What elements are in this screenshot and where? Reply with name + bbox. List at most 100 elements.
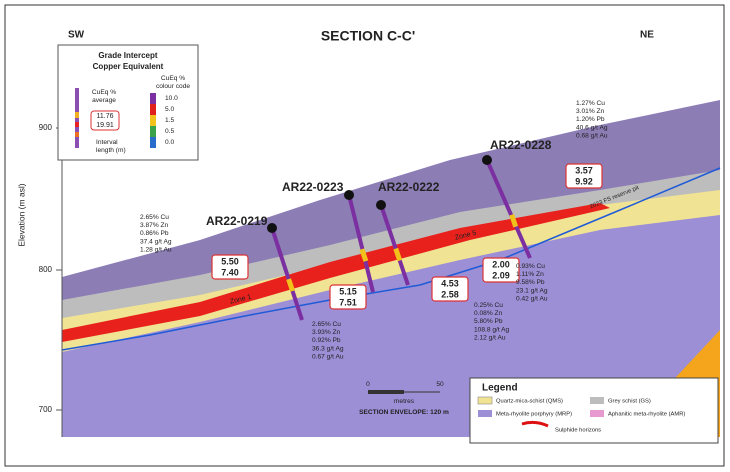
intercept-box	[211, 254, 249, 280]
scale-bar	[368, 390, 404, 394]
legend-title: Legend	[482, 383, 518, 394]
collar	[267, 223, 277, 233]
assay-line: 37.4 g/t Ag	[140, 238, 172, 245]
intercept-average: 5.15	[339, 286, 357, 296]
assay-line: 23.1 g/t Ag	[516, 287, 548, 294]
colour-code-label: 0.0	[165, 139, 174, 146]
inset-title: Grade Intercept	[98, 51, 157, 60]
assay-line: 2.12 g/t Au	[474, 335, 506, 342]
intercept-length: 7.40	[221, 267, 239, 277]
assay-line: 1.28 g/t Au	[140, 247, 172, 254]
assay-line: 0.93% Cu	[516, 263, 545, 270]
intercept-length: 2.09	[492, 270, 510, 280]
y-tick-label: 800	[39, 265, 53, 274]
direction-label: SW	[68, 30, 85, 41]
inset-note: colour code	[156, 83, 190, 90]
colour-code-label: 0.5	[165, 128, 174, 135]
legend-swatch	[478, 410, 492, 417]
assay-line: 9.58% Pb	[516, 279, 545, 286]
legend-item: Quartz-mica-schist (QMS)	[496, 399, 563, 405]
y-tick-label: 700	[39, 405, 53, 414]
inset-note: CuEq %	[161, 75, 185, 82]
intercept-average: 2.00	[492, 259, 510, 269]
intercept-average: 5.50	[221, 256, 239, 266]
hole-label: AR22-0219	[206, 214, 268, 228]
assay-line: 3.93% Zn	[312, 329, 341, 336]
legend-swatch	[590, 397, 604, 404]
hole-intercept	[393, 247, 403, 262]
sky-upper	[62, 100, 720, 277]
hole-label: AR22-0222	[378, 180, 440, 194]
intercept-average: 3.57	[575, 165, 593, 175]
drill-hole	[379, 204, 410, 286]
assay-line: 0.86% Pb	[140, 230, 169, 237]
collar	[482, 155, 492, 165]
sample-box	[90, 110, 120, 131]
assay-line: 1.27% Cu	[576, 100, 605, 107]
axis-label: Elevation (m asl)	[16, 183, 26, 246]
inset-title: Copper Equivalent	[93, 62, 164, 71]
sample-interval	[75, 122, 79, 127]
colour-code-label: 1.5	[165, 117, 174, 124]
intercept-box	[431, 276, 469, 302]
scale-label: metres	[394, 398, 415, 405]
drill-hole	[485, 159, 532, 259]
hole-label: AR22-0223	[282, 180, 344, 194]
assay-line: 0.42 g/t Au	[516, 296, 548, 303]
assay-line: 3.87% Zn	[140, 222, 169, 229]
hole-intercept	[359, 248, 369, 262]
collar	[344, 190, 354, 200]
colour-swatch	[150, 104, 156, 115]
colour-code-label: 10.0	[165, 95, 178, 102]
legend-item: Meta-rhyolite porphyry (MRP)	[496, 412, 572, 418]
inset-note: Interval	[96, 139, 118, 146]
drill-hole	[270, 227, 304, 321]
scale-label: 50	[436, 381, 444, 388]
assay-line: 40.6 g/t Ag	[576, 124, 608, 131]
inset-note: CuEq %	[92, 89, 116, 96]
legend-item: Sulphide horizons	[555, 428, 601, 434]
intercept-box	[565, 163, 603, 189]
sulphide-horizon	[62, 203, 610, 342]
colour-swatch	[150, 126, 156, 137]
legend-item: Grey schist (GS)	[608, 399, 651, 405]
assay-line: 0.92% Pb	[312, 337, 341, 344]
legend-item: Aphanitic meta-rhyolite (AMR)	[608, 412, 685, 418]
colour-swatch	[150, 115, 156, 126]
hole-intercept	[509, 213, 519, 228]
legend-swatch	[521, 420, 549, 428]
colour-swatch	[150, 137, 156, 148]
intercept-length: 2.58	[441, 289, 459, 299]
topography-line	[61, 167, 721, 351]
intercept-box	[329, 284, 367, 310]
legend-swatch	[590, 410, 604, 417]
drill-hole	[347, 194, 375, 293]
assay-line: 3.01% Zn	[576, 108, 605, 115]
intercept-length: 9.92	[575, 176, 593, 186]
assay-line: 1.20% Pb	[576, 116, 605, 123]
scale-label: SECTION ENVELOPE: 120 m	[359, 409, 449, 416]
hole-label: AR22-0228	[490, 138, 552, 152]
assay-line: 36.3 g/t Ag	[312, 345, 344, 352]
sky	[62, 96, 720, 100]
legend-swatch	[477, 396, 493, 405]
intercept-average: 4.53	[441, 278, 459, 288]
inset-value: 19.91	[96, 122, 114, 129]
assay-line: 5.80% Pb	[474, 318, 503, 325]
assay-line: 1.11% Zn	[516, 271, 544, 278]
assay-line: 0.67 g/t Au	[312, 354, 344, 361]
qms	[62, 190, 720, 352]
intercept-box	[482, 257, 520, 283]
assay-line: 2.65% Cu	[140, 214, 169, 221]
scale-label: 0	[366, 381, 370, 388]
colour-code-label: 5.0	[165, 106, 174, 113]
inset-note: length (m)	[96, 147, 126, 154]
assay-line: 108.8 g/t Ag	[474, 326, 510, 333]
assay-line: 2.65% Cu	[312, 321, 341, 328]
colour-swatch	[150, 93, 156, 104]
hole-intercept	[286, 278, 295, 292]
direction-label: NE	[640, 30, 654, 41]
intercept-length: 7.51	[339, 297, 357, 307]
y-tick-label: 900	[39, 123, 53, 132]
